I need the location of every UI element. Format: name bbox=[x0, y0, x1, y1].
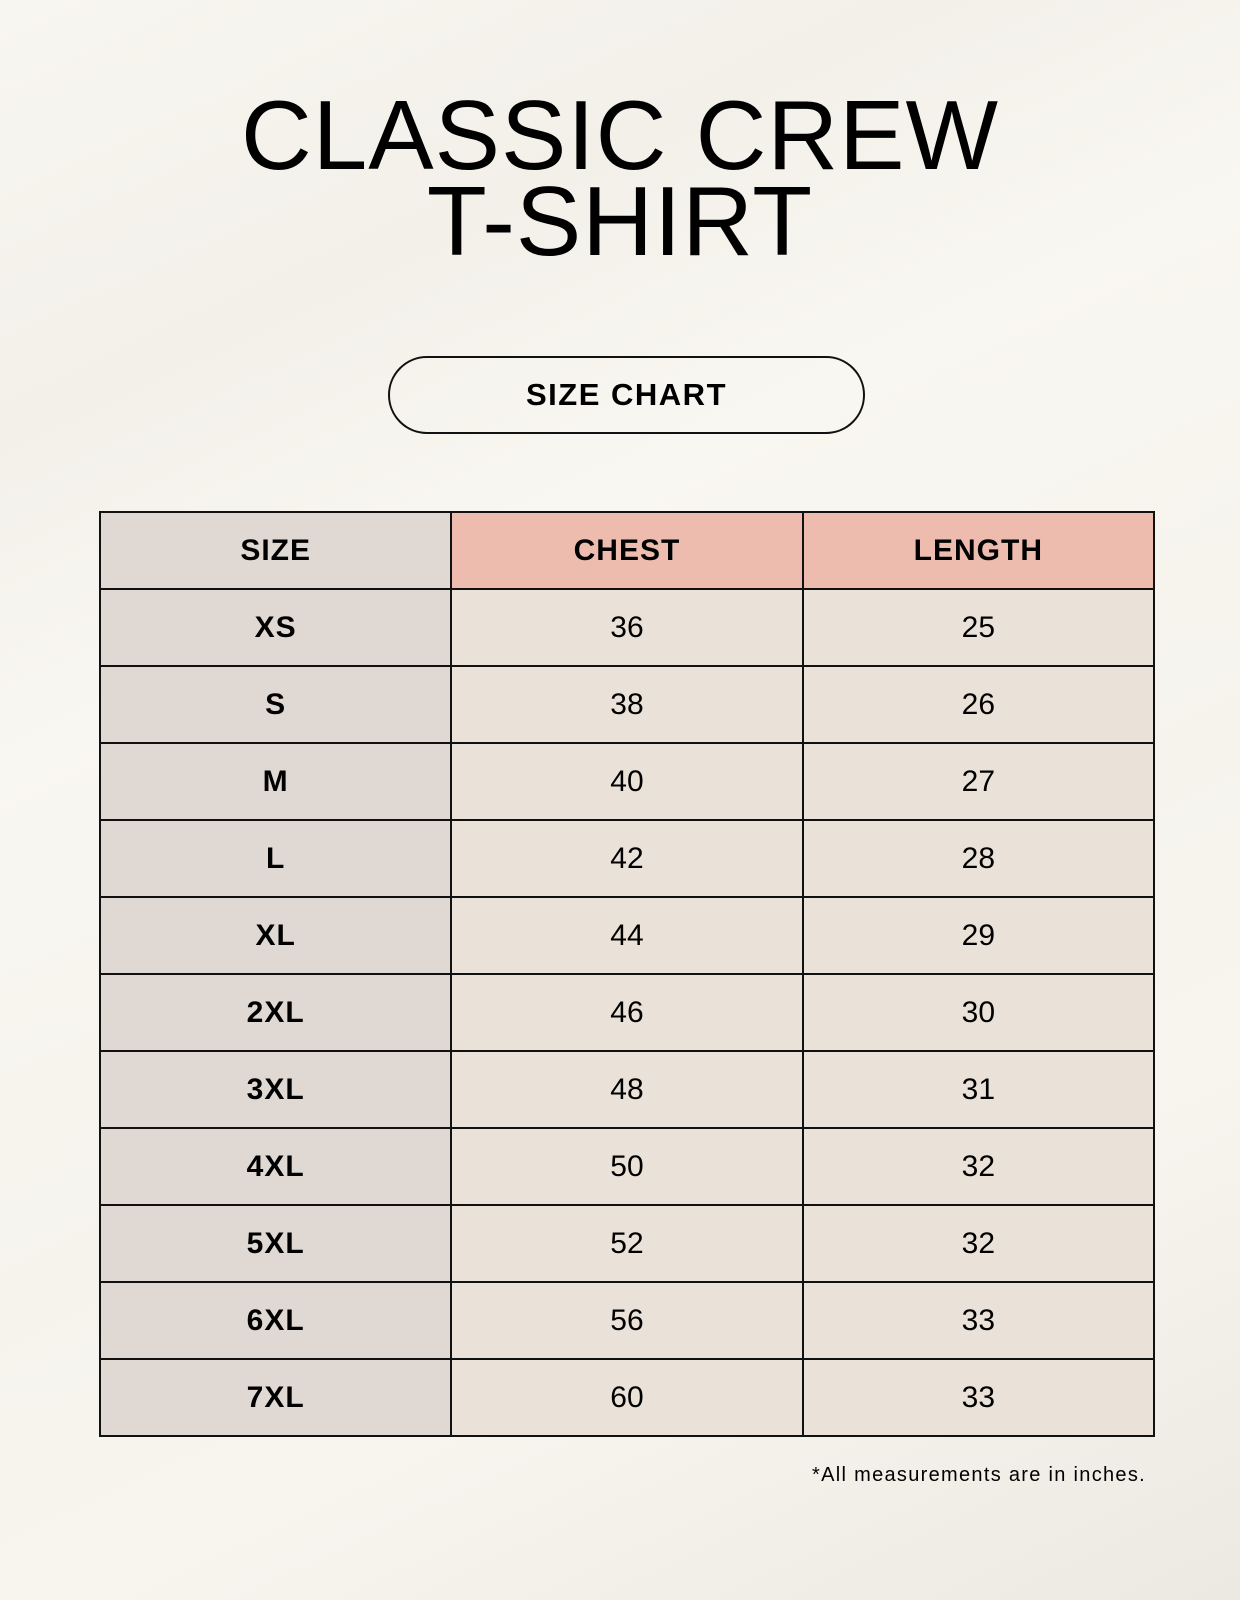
cell-chest: 56 bbox=[450, 1281, 804, 1360]
cell-chest: 38 bbox=[450, 665, 804, 744]
size-chart-badge: SIZE CHART bbox=[388, 356, 865, 434]
table-row: S 38 26 bbox=[98, 665, 1156, 744]
cell-length: 29 bbox=[801, 896, 1156, 975]
table-row: 7XL 60 33 bbox=[98, 1358, 1156, 1437]
cell-size: 3XL bbox=[98, 1050, 453, 1129]
cell-chest: 44 bbox=[450, 896, 804, 975]
footnote: *All measurements are in inches. bbox=[812, 1464, 1146, 1486]
table-row: 6XL 56 33 bbox=[98, 1281, 1156, 1360]
cell-size: M bbox=[98, 742, 453, 821]
table-row: 2XL 46 30 bbox=[98, 973, 1156, 1052]
cell-size: XS bbox=[98, 588, 453, 667]
cell-size: L bbox=[98, 819, 453, 898]
table-row: XL 44 29 bbox=[98, 896, 1156, 975]
cell-length: 32 bbox=[801, 1127, 1156, 1206]
table-row: 5XL 52 32 bbox=[98, 1204, 1156, 1283]
cell-length: 28 bbox=[801, 819, 1156, 898]
cell-chest: 36 bbox=[450, 588, 804, 667]
cell-size: 6XL bbox=[98, 1281, 453, 1360]
cell-size: 5XL bbox=[98, 1204, 453, 1283]
cell-chest: 50 bbox=[450, 1127, 804, 1206]
title-line-2: T-SHIRT bbox=[426, 166, 814, 276]
table-header-row: SIZE CHEST LENGTH bbox=[98, 511, 1156, 590]
cell-size: S bbox=[98, 665, 453, 744]
cell-size: 7XL bbox=[98, 1358, 453, 1437]
header-length: LENGTH bbox=[801, 511, 1156, 590]
cell-chest: 48 bbox=[450, 1050, 804, 1129]
cell-size: 2XL bbox=[98, 973, 453, 1052]
cell-length: 33 bbox=[801, 1281, 1156, 1360]
title-line-1: CLASSIC CREW bbox=[240, 80, 999, 190]
header-size: SIZE bbox=[98, 511, 453, 590]
cell-chest: 60 bbox=[450, 1358, 804, 1437]
table-row: 3XL 48 31 bbox=[98, 1050, 1156, 1129]
cell-length: 32 bbox=[801, 1204, 1156, 1283]
table-row: 4XL 50 32 bbox=[98, 1127, 1156, 1206]
cell-length: 26 bbox=[801, 665, 1156, 744]
cell-chest: 46 bbox=[450, 973, 804, 1052]
cell-length: 33 bbox=[801, 1358, 1156, 1437]
cell-chest: 40 bbox=[450, 742, 804, 821]
cell-length: 27 bbox=[801, 742, 1156, 821]
table-row: M 40 27 bbox=[98, 742, 1156, 821]
size-table: SIZE CHEST LENGTH XS 36 25 S 38 26 M 40 27 L 42 28 X… bbox=[98, 511, 1156, 1437]
cell-chest: 52 bbox=[450, 1204, 804, 1283]
table-row: L 42 28 bbox=[98, 819, 1156, 898]
cell-length: 31 bbox=[801, 1050, 1156, 1129]
page-title: CLASSIC CREW T-SHIRT bbox=[0, 80, 1240, 276]
cell-size: 4XL bbox=[98, 1127, 453, 1206]
cell-chest: 42 bbox=[450, 819, 804, 898]
cell-length: 25 bbox=[801, 588, 1156, 667]
cell-length: 30 bbox=[801, 973, 1156, 1052]
cell-size: XL bbox=[98, 896, 453, 975]
header-chest: CHEST bbox=[450, 511, 804, 590]
table-row: XS 36 25 bbox=[98, 588, 1156, 667]
